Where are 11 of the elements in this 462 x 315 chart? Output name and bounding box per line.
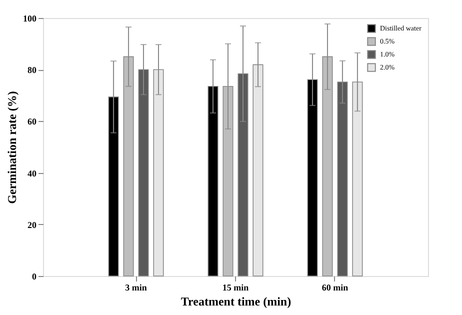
x-tick-label: 60 min	[322, 282, 348, 292]
y-tick-label: 40	[28, 168, 37, 178]
x-axis-title: Treatment time (min)	[180, 294, 292, 308]
x-tick-label: 15 min	[222, 282, 249, 292]
y-tick-label: 80	[28, 65, 37, 76]
y-tick-label: 20	[28, 220, 37, 230]
y-axis-title: Germination rate (%)	[5, 91, 19, 204]
y-tick-label: 100	[23, 14, 37, 24]
y-tick-label: 60	[28, 116, 37, 127]
x-tick-label: 3 min	[125, 282, 147, 292]
y-tick-label: 0	[32, 272, 37, 282]
